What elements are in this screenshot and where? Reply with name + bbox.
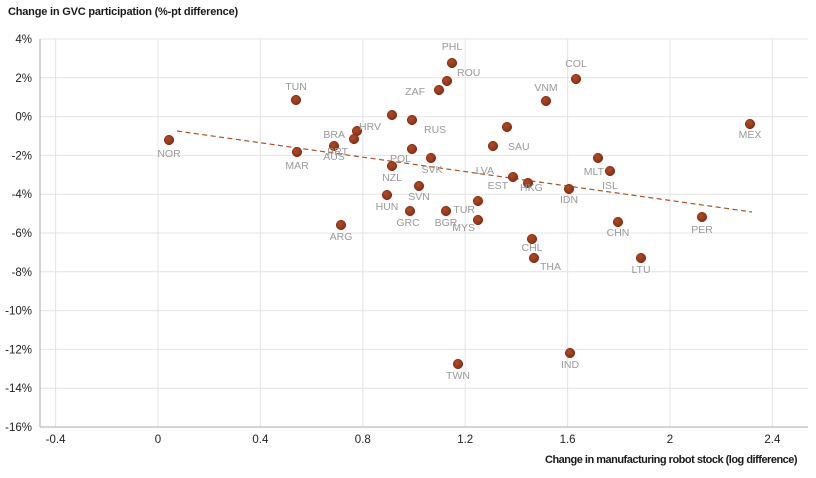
svg-text:PER: PER <box>691 224 713 236</box>
svg-text:MLT: MLT <box>584 166 605 178</box>
svg-text:4%: 4% <box>15 34 32 46</box>
svg-text:-14%: -14% <box>5 383 32 395</box>
svg-text:ZAF: ZAF <box>405 86 425 98</box>
svg-text:TUR: TUR <box>453 204 475 216</box>
svg-text:IDN: IDN <box>560 194 578 206</box>
svg-text:MEX: MEX <box>739 129 762 141</box>
svg-text:2: 2 <box>667 434 673 446</box>
svg-text:THA: THA <box>540 261 561 273</box>
svg-text:-2%: -2% <box>12 150 32 162</box>
svg-text:SAU: SAU <box>508 141 530 153</box>
svg-text:-6%: -6% <box>12 228 32 240</box>
svg-text:LVA: LVA <box>476 165 494 177</box>
svg-text:ARG: ARG <box>330 231 353 243</box>
svg-text:PHL: PHL <box>442 41 463 53</box>
svg-text:2%: 2% <box>15 73 32 85</box>
svg-text:NZL: NZL <box>382 172 402 184</box>
svg-text:-10%: -10% <box>5 306 32 318</box>
svg-text:-4%: -4% <box>12 189 32 201</box>
svg-text:0.8: 0.8 <box>355 434 371 446</box>
svg-text:RUS: RUS <box>424 124 446 136</box>
svg-text:0: 0 <box>155 434 161 446</box>
svg-text:0.4: 0.4 <box>252 434 269 446</box>
svg-text:EST: EST <box>488 180 509 192</box>
svg-text:CHN: CHN <box>607 227 630 239</box>
svg-text:COL: COL <box>565 58 587 70</box>
svg-text:HRV: HRV <box>359 121 381 133</box>
svg-text:SVN: SVN <box>408 191 430 203</box>
svg-text:ROU: ROU <box>457 67 480 79</box>
svg-text:SVK: SVK <box>421 164 442 176</box>
svg-text:NOR: NOR <box>157 148 181 160</box>
svg-text:-16%: -16% <box>5 422 32 434</box>
svg-text:TUN: TUN <box>285 81 307 93</box>
svg-text:VNM: VNM <box>534 82 557 94</box>
svg-text:HKG: HKG <box>520 182 543 194</box>
svg-text:HUN: HUN <box>376 201 399 213</box>
svg-text:CHL: CHL <box>521 242 542 254</box>
svg-text:ISL: ISL <box>602 180 618 192</box>
svg-text:MAR: MAR <box>285 160 309 172</box>
svg-text:1.6: 1.6 <box>560 434 576 446</box>
svg-text:BGR: BGR <box>435 217 458 229</box>
svg-text:-0.4: -0.4 <box>46 434 66 446</box>
svg-text:IND: IND <box>561 359 580 371</box>
svg-text:-8%: -8% <box>12 267 32 279</box>
svg-text:TWN: TWN <box>446 370 470 382</box>
svg-text:LTU: LTU <box>631 264 650 276</box>
svg-text:PRT: PRT <box>327 146 348 158</box>
svg-text:1.2: 1.2 <box>457 434 473 446</box>
svg-text:2.4: 2.4 <box>764 434 781 446</box>
svg-text:-12%: -12% <box>5 344 32 356</box>
svg-text:GRC: GRC <box>396 217 420 229</box>
svg-text:0%: 0% <box>15 112 32 124</box>
svg-text:BRA: BRA <box>323 129 345 141</box>
